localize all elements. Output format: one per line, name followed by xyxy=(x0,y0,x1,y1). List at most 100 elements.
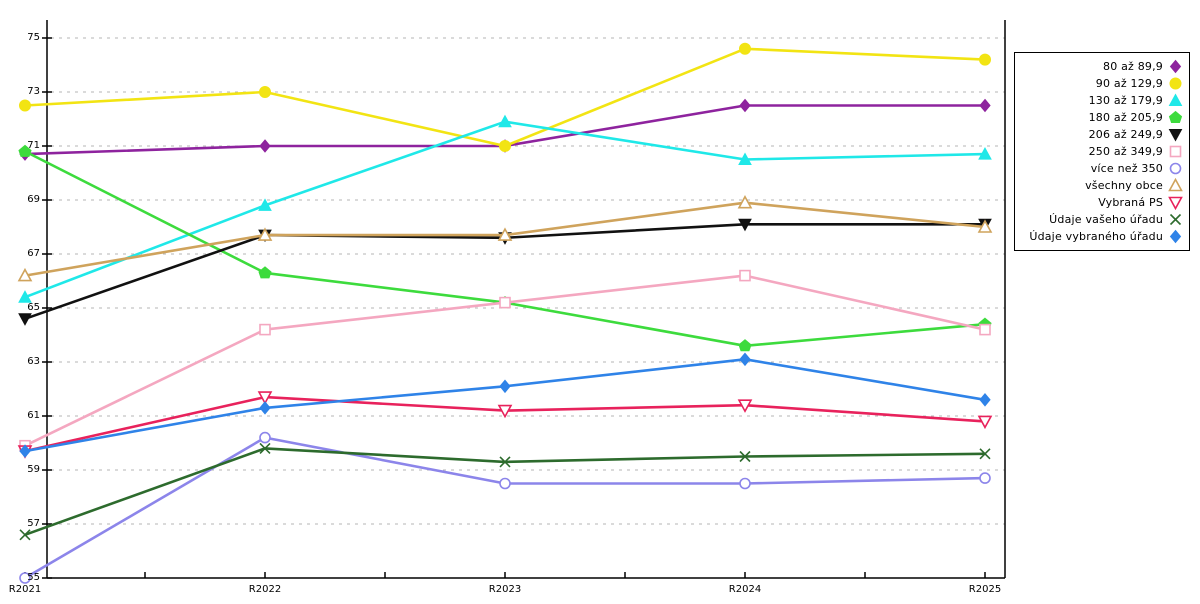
marker-square-open xyxy=(979,323,991,336)
series-1 xyxy=(19,42,991,152)
legend-marker-diamond-icon xyxy=(1169,59,1182,74)
marker-triangle-up xyxy=(18,290,32,303)
marker-circle xyxy=(1169,77,1182,90)
series-8 xyxy=(17,391,993,459)
marker-pentagon xyxy=(1168,110,1183,123)
legend-marker-pentagon-icon xyxy=(1168,110,1183,123)
marker-triangle-up xyxy=(498,114,512,128)
series-10 xyxy=(19,352,991,458)
legend-entry-label: 206 až 249,9 xyxy=(1088,128,1163,141)
legend-entry[interactable]: Vybraná PS xyxy=(1021,194,1183,211)
marker-triangle-up xyxy=(978,147,992,160)
legend-entry[interactable]: všechny obce xyxy=(1021,177,1183,194)
marker-triangle-up xyxy=(738,152,752,165)
y-axis-label: 63 xyxy=(27,356,40,367)
marker-triangle-down xyxy=(1168,129,1183,142)
series-line xyxy=(24,47,986,148)
marker-circle xyxy=(499,140,511,152)
marker-triangle-down-open xyxy=(257,391,273,405)
marker-triangle-up-open xyxy=(1168,178,1183,192)
y-axis-label: 55 xyxy=(27,572,40,583)
legend-marker-x-cross-icon xyxy=(1169,213,1182,226)
y-axis-label: 75 xyxy=(27,32,40,43)
legend-entry-label: všechny obce xyxy=(1085,179,1163,192)
y-axis-label: 71 xyxy=(27,140,40,151)
legend-entry[interactable]: 250 až 349,9 xyxy=(1021,143,1183,160)
marker-triangle-down xyxy=(738,218,752,232)
x-cross-stroke xyxy=(259,442,271,454)
marker-square-open xyxy=(259,323,271,336)
legend-entry-label: Údaje vašeho úřadu xyxy=(1049,213,1163,226)
x-axis-label: R2023 xyxy=(488,584,522,595)
legend-entry-label: 250 až 349,9 xyxy=(1088,145,1163,158)
marker-pentagon xyxy=(258,266,272,279)
marker-circle-open xyxy=(259,431,271,444)
marker-x-cross xyxy=(499,456,511,468)
marker-diamond xyxy=(19,444,31,458)
chart-legend: 80 až 89,9 90 až 129,9 130 až 179,9 180 až … xyxy=(1014,52,1190,251)
marker-diamond xyxy=(259,401,271,415)
x-axis-label: R2025 xyxy=(968,584,1002,595)
series-line xyxy=(24,436,986,580)
y-axis-label: 59 xyxy=(27,464,40,475)
marker-diamond xyxy=(979,393,991,407)
y-axis-label: 69 xyxy=(27,194,40,205)
legend-marker-triangle-up-icon xyxy=(1168,93,1183,106)
marker-triangle-up-open xyxy=(17,267,33,282)
marker-triangle-down xyxy=(18,313,32,326)
x-cross-stroke xyxy=(739,450,751,463)
y-axis-label: 65 xyxy=(27,302,40,313)
marker-triangle-up-open xyxy=(977,219,993,233)
marker-triangle-up-open xyxy=(737,195,753,209)
marker-diamond xyxy=(259,139,271,153)
x-cross-stroke xyxy=(979,448,991,460)
legend-entry-label: 130 až 179,9 xyxy=(1088,94,1163,107)
marker-diamond xyxy=(739,352,751,367)
legend-entry[interactable]: 130 až 179,9 xyxy=(1021,92,1183,109)
marker-circle xyxy=(979,53,991,66)
marker-x-cross xyxy=(19,529,31,541)
legend-entry[interactable]: 206 až 249,9 xyxy=(1021,126,1183,143)
legend-marker-circle-open-icon xyxy=(1169,162,1182,175)
x-cross-stroke xyxy=(1169,213,1182,226)
legend-entry-label: 90 až 129,9 xyxy=(1095,77,1163,90)
marker-x-cross xyxy=(1169,213,1182,226)
y-axis-label: 67 xyxy=(27,248,40,259)
marker-pentagon xyxy=(18,144,32,157)
marker-diamond xyxy=(1169,59,1182,74)
legend-marker-triangle-down-icon xyxy=(1168,129,1183,142)
legend-entry[interactable]: více než 350 xyxy=(1021,160,1183,177)
legend-entry[interactable]: 180 až 205,9 xyxy=(1021,109,1183,126)
y-axis-label: 57 xyxy=(27,518,40,529)
legend-entry[interactable]: Údaje vašeho úřadu xyxy=(1021,211,1183,228)
marker-diamond xyxy=(1169,229,1182,244)
series-6 xyxy=(19,431,991,584)
marker-triangle-down-open xyxy=(1168,196,1183,210)
marker-circle-open xyxy=(979,472,991,484)
series-7 xyxy=(17,195,993,282)
x-cross-stroke xyxy=(499,456,511,468)
marker-triangle-up xyxy=(1168,93,1183,106)
x-axis-label: R2024 xyxy=(728,584,762,595)
series-2 xyxy=(18,114,992,303)
marker-x-cross xyxy=(259,442,271,454)
legend-entry-label: Vybraná PS xyxy=(1098,196,1163,209)
legend-entry-label: 180 až 205,9 xyxy=(1088,111,1163,124)
marker-triangle-up xyxy=(258,198,272,211)
legend-entry[interactable]: 80 až 89,9 xyxy=(1021,58,1183,75)
series-3 xyxy=(18,144,992,352)
marker-square-open xyxy=(1169,145,1182,158)
y-axis-label: 61 xyxy=(27,410,40,421)
x-axis-label: R2022 xyxy=(248,584,282,595)
marker-diamond xyxy=(979,98,991,113)
series-9 xyxy=(19,442,991,541)
legend-marker-square-open-icon xyxy=(1169,145,1182,158)
marker-pentagon xyxy=(738,339,752,352)
x-axis-label: R2021 xyxy=(8,584,42,595)
line-chart-plot xyxy=(17,20,1006,584)
marker-circle-open xyxy=(19,572,31,584)
legend-entry[interactable]: 90 až 129,9 xyxy=(1021,75,1183,92)
series-line xyxy=(24,150,986,348)
legend-entry-label: Údaje vybraného úřadu xyxy=(1029,230,1163,243)
legend-entry[interactable]: Údaje vybraného úřadu xyxy=(1021,228,1183,245)
